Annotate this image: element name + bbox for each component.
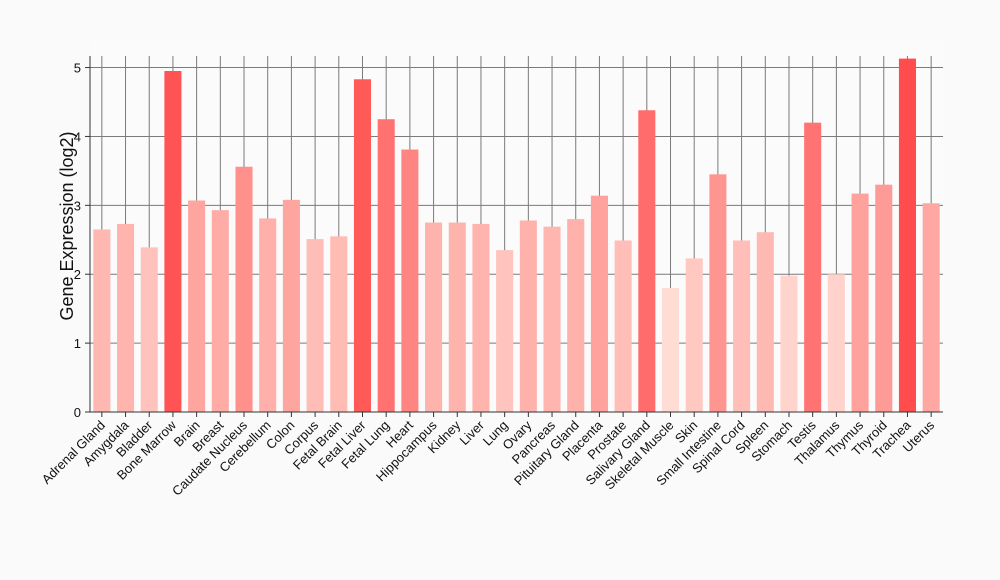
bar [733,240,751,412]
y-tick-label: 3 [74,198,81,213]
bar [306,239,324,412]
bar [875,184,893,412]
bar [827,274,845,412]
y-tick-label: 4 [74,129,81,144]
bar [709,174,727,412]
bar [259,218,277,412]
bar [472,223,490,412]
bar [188,200,206,412]
y-tick-label: 2 [74,267,81,282]
bar [804,122,822,413]
bar [140,247,158,412]
bar [780,275,798,412]
bar [353,79,372,413]
bar [543,226,561,412]
bar [922,203,940,412]
bar [590,195,608,412]
y-axis: 0 1 2 3 4 5 [74,56,91,420]
bar [661,288,680,412]
bar [851,193,869,412]
bar [211,210,229,412]
bar [425,222,443,412]
bar [685,258,703,412]
y-tick-label: 5 [74,61,81,76]
bar [117,223,135,412]
y-axis-label: Gene Expression (log2) [57,131,77,320]
plot-background [90,40,943,412]
bar [638,110,656,413]
bar [496,250,514,412]
bar [567,219,585,412]
bars [93,58,940,413]
bar [330,236,348,412]
bar [164,71,182,412]
y-tick-label: 0 [74,405,81,420]
bar [614,240,632,412]
bar [519,220,537,412]
bar [448,222,466,412]
bar [898,58,916,412]
bar [756,232,774,412]
bar [93,229,111,412]
bar [235,166,253,412]
x-tick-label: Liver [457,417,488,448]
bar [401,149,419,413]
bar [377,119,395,412]
bar [282,199,300,412]
y-tick-label: 1 [74,336,81,351]
